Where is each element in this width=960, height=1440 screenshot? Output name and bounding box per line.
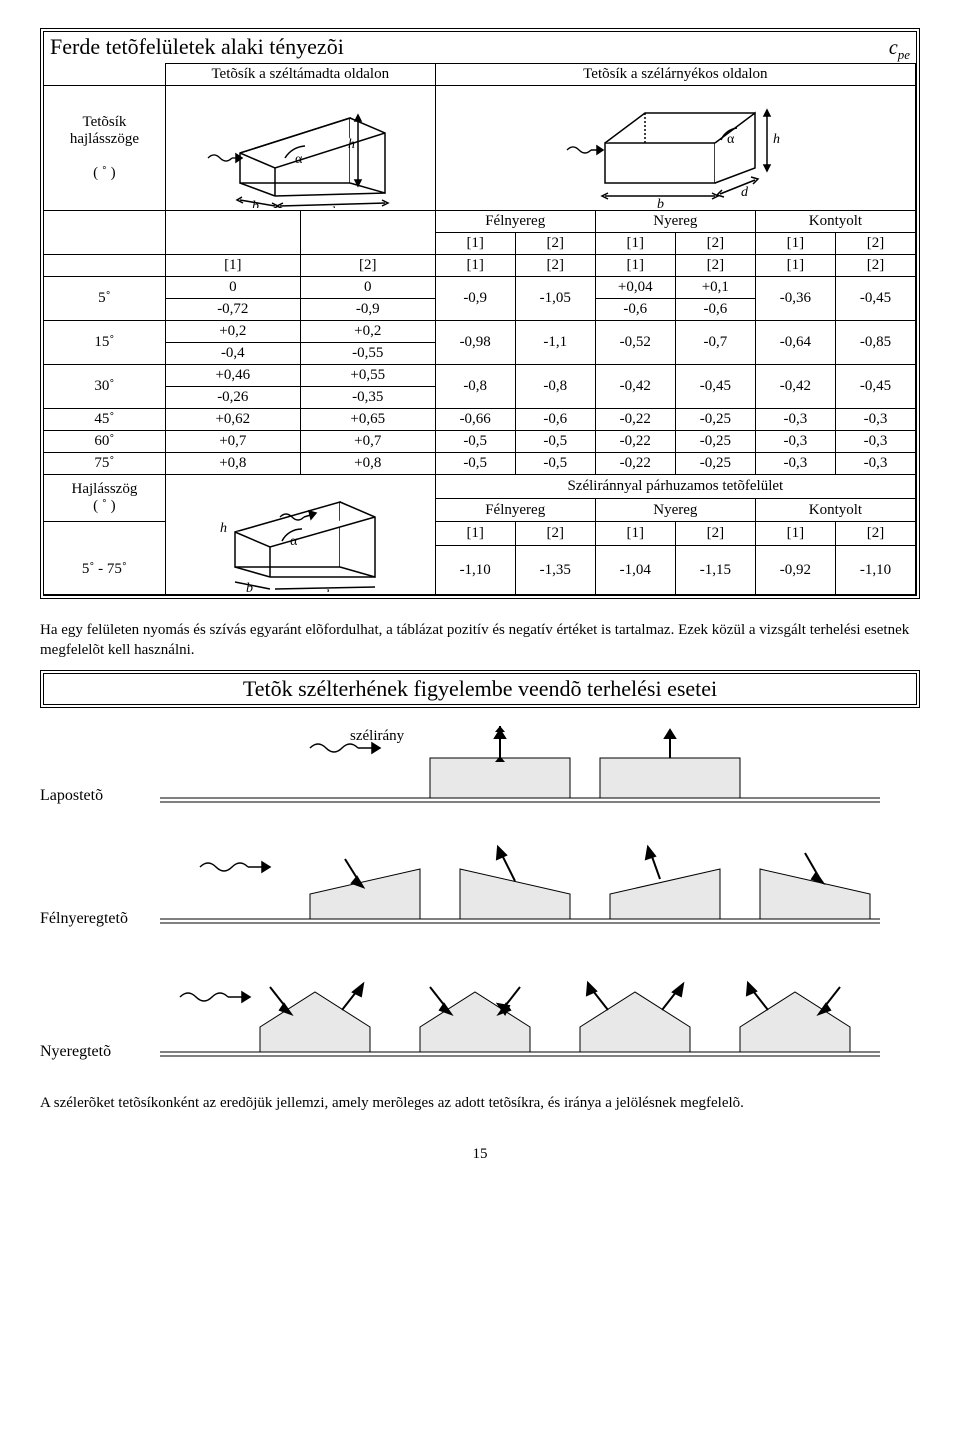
hdr-wind-side: Tetõsík a széltámadta oldalon <box>165 64 435 86</box>
svg-text:d: d <box>328 205 336 208</box>
svg-text:α: α <box>295 152 303 167</box>
diagram-leeward: h α b <box>435 86 915 211</box>
table-1-title: Ferde tetõfelületek alaki tényezõi <box>50 34 889 60</box>
angle-col-header: Tetõsík hajlásszöge ( ˚ ) <box>44 86 165 211</box>
case-gable: Nyeregtetõ <box>40 962 920 1067</box>
note-text: Ha egy felületen nyomás és szívás egyará… <box>40 621 920 660</box>
svg-text:d: d <box>322 588 330 592</box>
hdr-lee-side: Tetõsík a szélárnyékos oldalon <box>435 64 915 86</box>
blank-corner <box>44 64 165 86</box>
angle-col-text: Tetõsík hajlásszöge <box>70 114 139 147</box>
sub-nyereg: Nyereg <box>595 211 755 233</box>
bottom-angle: 5˚ - 75˚ <box>44 546 165 595</box>
diagram-parallel: h α b d <box>165 475 435 595</box>
case-mono: Félnyeregtetõ <box>40 839 920 934</box>
sub-kontyolt: Kontyolt <box>755 211 915 233</box>
cpe-symbol: cpe <box>889 37 910 63</box>
title-2-box: Tetõk szélterhének figyelembe veendõ ter… <box>40 670 920 708</box>
table-1-box: Ferde tetõfelületek alaki tényezõi cpe T… <box>40 28 920 599</box>
angle-30: 30˚ <box>44 365 165 409</box>
svg-text:h: h <box>220 521 227 536</box>
svg-text:b: b <box>252 199 259 208</box>
angle-60: 60˚ <box>44 431 165 453</box>
par-title: Széliránnyal párhuzamos tetõfelület <box>435 475 915 499</box>
title-2: Tetõk szélterhének figyelembe veendõ ter… <box>243 676 717 701</box>
svg-text:α: α <box>290 534 298 549</box>
angle-5: 5˚ <box>44 277 165 321</box>
angle-col-unit: ( ˚ ) <box>93 165 116 181</box>
label-mono: Félnyeregtetõ <box>40 910 160 934</box>
svg-text:h: h <box>773 132 780 147</box>
svg-text:h: h <box>348 137 355 152</box>
angle-15: 15˚ <box>44 321 165 365</box>
angle-45: 45˚ <box>44 409 165 431</box>
svg-text:b: b <box>246 581 253 592</box>
hajlasszog-cell: Hajlásszög ( ˚ ) <box>44 475 165 522</box>
case-flat: Lapostetõ szélirány <box>40 726 920 811</box>
title-row: Ferde tetõfelületek alaki tényezõi cpe <box>44 32 916 63</box>
svg-text:α: α <box>727 132 735 147</box>
page-number: 15 <box>40 1146 920 1163</box>
coefficients-table: Tetõsík a széltámadta oldalon Tetõsík a … <box>44 63 916 595</box>
footnote: A szélerõket tetõsíkonként az eredõjük j… <box>40 1095 920 1112</box>
diagram-windward: h α b <box>165 86 435 211</box>
label-gable: Nyeregtetõ <box>40 1043 160 1067</box>
load-cases: Lapostetõ szélirány <box>40 726 920 1067</box>
angle-75: 75˚ <box>44 453 165 475</box>
label-flat: Lapostetõ <box>40 787 160 811</box>
szel-text: szélirány <box>350 728 405 744</box>
svg-text:b: b <box>657 197 664 208</box>
svg-text:d: d <box>741 185 749 200</box>
sub-felnyereg: Félnyereg <box>435 211 595 233</box>
